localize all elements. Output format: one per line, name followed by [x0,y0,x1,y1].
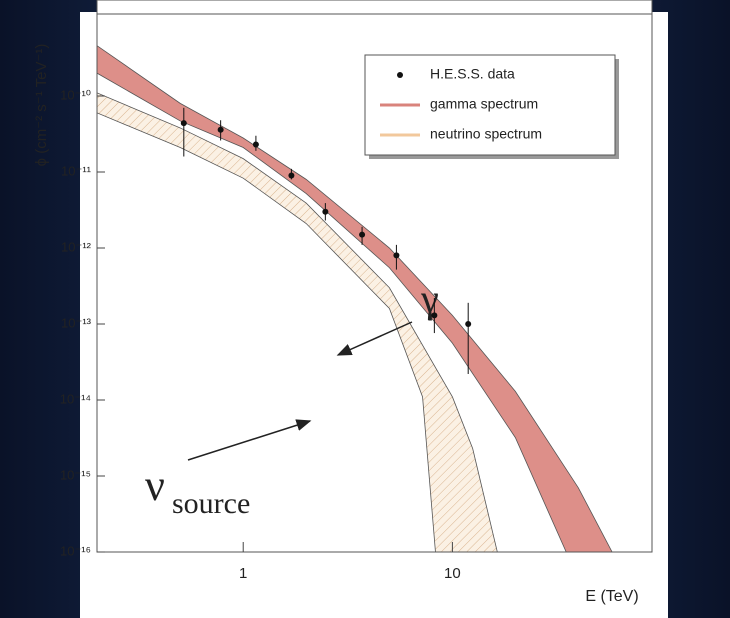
data-point [322,208,329,215]
y-tick-label: 10⁻¹⁴ [60,391,91,406]
band-area [97,92,498,552]
y-tick-label: 10⁻¹⁶ [60,543,91,558]
y-tick-label: 10⁻¹⁵ [60,467,91,482]
y-tick-label: 10⁻¹² [61,239,92,254]
x-axis-label: E (TeV) [585,588,638,605]
annotation: source [172,487,250,520]
band-area [97,45,613,552]
data-point [465,321,472,328]
data-point [217,126,224,133]
plot-frame [96,13,653,553]
data-point [288,172,295,179]
legend-label: H.E.S.S. data [430,66,515,82]
y-axis-label: ϕ (cm⁻² s⁻¹ TeV⁻¹) [33,44,50,167]
annotation: ν [145,461,165,510]
arrow [336,321,413,356]
legend-label: gamma spectrum [430,96,538,112]
y-tick-label: 10⁻¹¹ [61,163,92,178]
data-point [393,252,400,259]
y-tick-label: 10⁻¹³ [61,315,92,330]
top-frame [96,0,653,15]
x-tick-label: 1 [239,565,247,582]
data-point [180,120,187,127]
x-tick-label: 10 [444,565,461,582]
data-point [431,312,438,319]
legend-marker [397,72,403,78]
data-point [359,231,366,238]
data-point [252,141,259,148]
legend-label: neutrino spectrum [430,126,542,142]
arrow [187,419,312,461]
bands [97,45,613,552]
y-tick-label: 10⁻¹⁰ [60,87,91,102]
